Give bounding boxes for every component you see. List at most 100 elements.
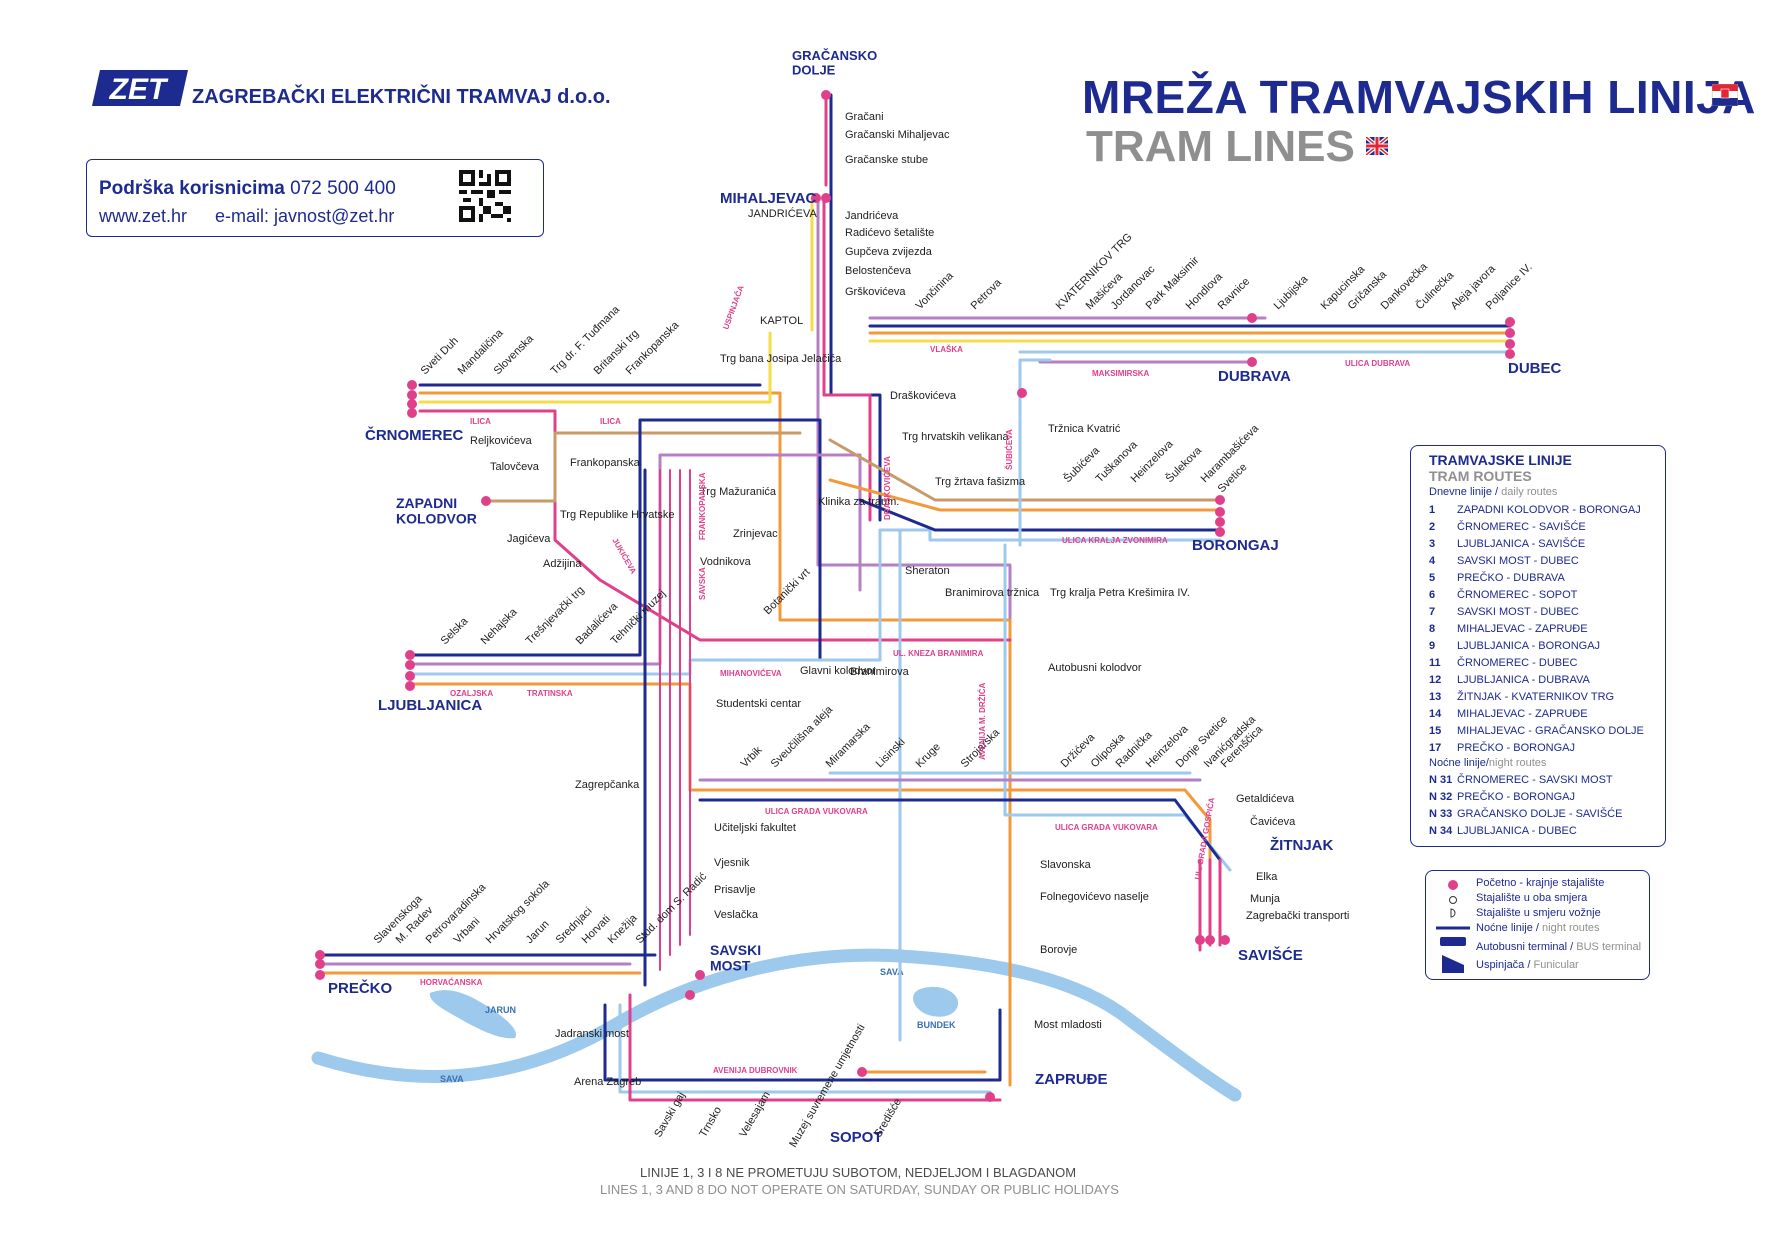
line-9 — [408, 528, 1222, 676]
svg-text:SAVA: SAVA — [440, 1074, 464, 1084]
svg-text:Zagrebački transporti: Zagrebački transporti — [1246, 910, 1349, 922]
croatian-flag-icon[interactable] — [1712, 84, 1738, 106]
svg-text:Grškovićeva: Grškovićeva — [845, 286, 906, 298]
svg-text:Radićevo šetalište: Radićevo šetalište — [845, 227, 934, 239]
svg-text:Kruge: Kruge — [914, 741, 943, 770]
svg-text:HORVAĆANSKA: HORVAĆANSKA — [420, 978, 483, 987]
svg-text:DUBRAVA: DUBRAVA — [1218, 368, 1291, 385]
route-15[interactable]: 15 MIHALJEVAC - GRAČANSKO DOLJE — [1429, 725, 1644, 737]
svg-text:ULICA GRADA VUKOVARA: ULICA GRADA VUKOVARA — [1055, 823, 1158, 832]
symbol-terminus: Početno - krajnje stajalište — [1476, 877, 1605, 889]
svg-text:MAKSIMIRSKA: MAKSIMIRSKA — [1092, 369, 1150, 378]
svg-text:JARUN: JARUN — [485, 1005, 516, 1015]
svg-text:Trg žrtava fašizma: Trg žrtava fašizma — [935, 476, 1026, 488]
zet-logo: ZET — [92, 70, 188, 106]
svg-text:Lisinski: Lisinski — [874, 736, 908, 770]
uk-flag-icon[interactable] — [1366, 137, 1388, 155]
svg-text:JUKIĆEVA: JUKIĆEVA — [610, 537, 638, 576]
terminus-icon — [1448, 880, 1458, 890]
line-2 — [418, 409, 1012, 642]
sava-river — [311, 948, 1242, 1102]
route-n31[interactable]: N 31 ČRNOMEREC - SAVSKI MOST — [1429, 774, 1613, 786]
svg-text:ULICA DUBRAVA: ULICA DUBRAVA — [1345, 359, 1410, 368]
route-4[interactable]: 4 SAVSKI MOST - DUBEC — [1429, 555, 1579, 567]
svg-text:Klinika za traum.: Klinika za traum. — [818, 496, 899, 508]
svg-text:Petrova: Petrova — [969, 276, 1005, 312]
svg-text:SAVIŠĆE: SAVIŠĆE — [1238, 946, 1303, 964]
svg-text:Jandrićeva: Jandrićeva — [845, 210, 899, 222]
route-14[interactable]: 14 MIHALJEVAC - ZAPRUĐE — [1429, 708, 1588, 720]
line-12-ljub — [408, 453, 862, 666]
svg-text:LJUBLJANICA: LJUBLJANICA — [378, 697, 482, 714]
svg-text:Čavićeva: Čavićeva — [1250, 815, 1296, 828]
route-n34[interactable]: N 34 LJUBLJANICA - DUBEC — [1429, 825, 1577, 837]
route-5[interactable]: 5 PREČKO - DUBRAVA — [1429, 572, 1565, 584]
bundek-lake — [913, 986, 959, 1017]
route-11[interactable]: 11 ČRNOMEREC - DUBEC — [1429, 657, 1578, 669]
support-phone[interactable]: 072 500 400 — [290, 178, 396, 199]
line-32 — [858, 498, 1222, 532]
svg-text:ZAPRUĐE: ZAPRUĐE — [1035, 1071, 1108, 1088]
svg-text:Branimirova tržnica: Branimirova tržnica — [945, 587, 1040, 599]
svg-text:ULICA KRALJA ZVONIMIRA: ULICA KRALJA ZVONIMIRA — [1062, 536, 1168, 545]
footer-note-hr: LINIJE 1, 3 I 8 NE PROMETUJU SUBOTOM, NE… — [640, 1165, 1077, 1180]
line-11-ilica — [418, 331, 772, 404]
svg-text:Nehajska: Nehajska — [479, 606, 521, 648]
route-13[interactable]: 13 ŽITNJAK - KVATERNIKOV TRG — [1429, 691, 1615, 703]
svg-text:Trg Republike Hrvatske: Trg Republike Hrvatske — [560, 509, 675, 521]
routes-legend: TRAMVAJSKE LINIJE TRAM ROUTES Dnevne lin… — [1410, 445, 1666, 847]
support-line: Podrška korisnicima 072 500 400 — [99, 178, 396, 199]
bus-terminal-icon — [1440, 937, 1466, 946]
svg-text:Gračanski Mihaljevac: Gračanski Mihaljevac — [845, 129, 950, 141]
svg-text:Folnegovićevo naselje: Folnegovićevo naselje — [1040, 891, 1149, 903]
line-south-n — [603, 1003, 1002, 1082]
svg-text:Frankopanska: Frankopanska — [570, 457, 641, 469]
symbol-stop-both: Stajalište u oba smjera — [1476, 892, 1588, 904]
route-n33[interactable]: N 33 GRAČANSKO DOLJE - SAVIŠĆE — [1429, 808, 1623, 820]
route-n32[interactable]: N 32 PREČKO - BORONGAJ — [1429, 791, 1575, 803]
route-1[interactable]: 1 ZAPADNI KOLODVOR - BORONGAJ — [1429, 504, 1641, 516]
svg-text:Elka: Elka — [1256, 871, 1278, 883]
svg-text:Botanički vrt: Botanički vrt — [762, 566, 813, 617]
route-6[interactable]: 6 ČRNOMEREC - SOPOT — [1429, 589, 1578, 601]
svg-text:Studentski centar: Studentski centar — [716, 698, 801, 710]
symbol-funicular: Uspinjača / Funicular — [1476, 959, 1579, 971]
svg-text:DRAŠKOVIĆEVA: DRAŠKOVIĆEVA — [883, 456, 892, 520]
route-9[interactable]: 9 LJUBLJANICA - BORONGAJ — [1429, 640, 1601, 652]
svg-text:ZET: ZET — [109, 73, 169, 106]
svg-text:Zagrepčanka: Zagrepčanka — [575, 779, 640, 791]
route-7[interactable]: 7 SAVSKI MOST - DUBEC — [1429, 606, 1579, 618]
svg-text:BORONGAJ: BORONGAJ — [1192, 537, 1279, 554]
website-link[interactable]: www.zet.hr — [99, 206, 188, 226]
svg-text:PREČKO: PREČKO — [328, 979, 393, 997]
symbol-stop-direction: Stajalište u smjeru vožnje — [1476, 907, 1601, 919]
route-3[interactable]: 3 LJUBLJANICA - SAVIŠĆE — [1429, 538, 1586, 550]
day-routes-label: Dnevne linije / daily routes — [1429, 486, 1558, 498]
legend-subtitle: TRAM ROUTES — [1429, 468, 1532, 484]
svg-text:Gupčeva zvijezda: Gupčeva zvijezda — [845, 246, 933, 258]
page-title: MREŽA TRAMVAJSKIH LINIJA — [1082, 71, 1756, 123]
svg-text:Središće: Središće — [872, 1096, 904, 1139]
stop-direction-icon — [1450, 908, 1456, 918]
line-1-borongaj — [828, 438, 1222, 502]
line-south-7 — [618, 1003, 992, 1094]
svg-text:Knežija: Knežija — [606, 912, 641, 947]
email-link[interactable]: e-mail: javnost@zet.hr — [215, 206, 395, 226]
svg-text:Savski gaj: Savski gaj — [652, 1090, 687, 1139]
svg-text:Most mladosti: Most mladosti — [1034, 1019, 1102, 1031]
stop-both-icon — [1449, 896, 1457, 904]
line-savska — [659, 469, 691, 971]
route-17[interactable]: 17 PREČKO - BORONGAJ — [1429, 742, 1575, 754]
route-8[interactable]: 8 MIHALJEVAC - ZAPRUĐE — [1429, 623, 1588, 635]
svg-text:Zrinjevac: Zrinjevac — [733, 528, 778, 540]
night-routes-label: Noćne linije/night routes — [1429, 757, 1547, 769]
svg-text:Trg bana Josipa Jelačića: Trg bana Josipa Jelačića — [720, 353, 842, 365]
route-2[interactable]: 2 ČRNOMEREC - SAVIŠĆE — [1429, 521, 1586, 533]
route-12[interactable]: 12 LJUBLJANICA - DUBRAVA — [1429, 674, 1590, 686]
svg-text:Vodnikova: Vodnikova — [700, 556, 752, 568]
svg-text:MIHANOVIĆEVA: MIHANOVIĆEVA — [720, 669, 782, 678]
